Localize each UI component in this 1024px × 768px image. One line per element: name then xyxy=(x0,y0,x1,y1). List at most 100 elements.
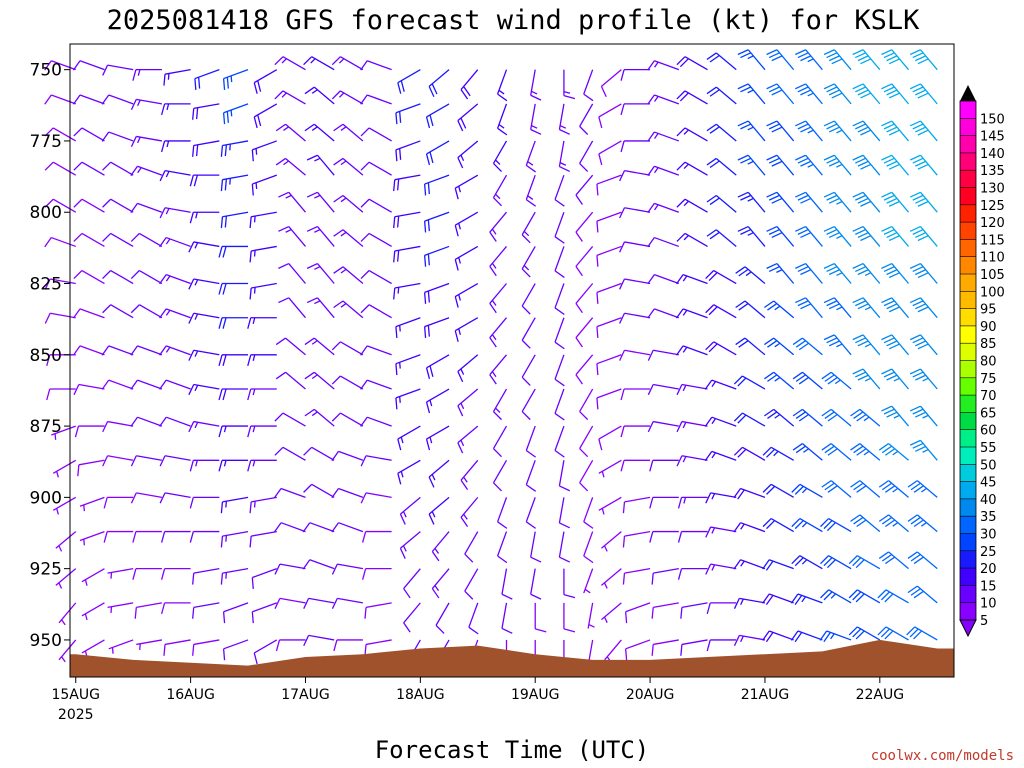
wind-barb xyxy=(766,154,795,176)
wind-barb xyxy=(878,480,909,498)
wind-barb xyxy=(73,232,105,248)
wind-barb xyxy=(247,425,277,438)
wind-barb xyxy=(218,425,249,438)
colorbar-swatch xyxy=(960,412,976,430)
wind-barb xyxy=(878,443,909,461)
wind-barb xyxy=(706,123,737,142)
chart-title: 2025081418 GFS forecast wind profile (kt… xyxy=(107,5,921,36)
colorbar-swatch xyxy=(960,101,976,119)
colorbar-label: 65 xyxy=(980,406,997,421)
wind-barb xyxy=(791,555,823,570)
wind-barb xyxy=(489,283,507,314)
wind-barb xyxy=(907,551,938,570)
wind-barb xyxy=(464,531,479,563)
wind-barb xyxy=(790,630,823,643)
wind-barb xyxy=(764,371,795,390)
wind-barb xyxy=(423,245,450,267)
wind-barb xyxy=(44,94,76,105)
wind-barb xyxy=(619,312,651,324)
wind-barb xyxy=(454,245,479,271)
wind-barb xyxy=(81,568,105,586)
colorbar-label: 5 xyxy=(980,614,988,629)
colorbar-swatch xyxy=(960,204,976,223)
wind-barb xyxy=(395,388,421,410)
wind-barb xyxy=(52,459,77,478)
wind-barb xyxy=(188,420,220,433)
wind-barb xyxy=(496,531,508,564)
wind-barb xyxy=(222,602,249,624)
wind-barb xyxy=(579,459,594,492)
wind-barb xyxy=(848,589,881,604)
wind-barb xyxy=(102,161,134,176)
wind-barb xyxy=(676,56,708,71)
wind-barb xyxy=(77,459,105,477)
wind-barb xyxy=(575,211,594,242)
wind-barb xyxy=(302,559,335,570)
wind-barb xyxy=(103,530,134,543)
wind-barb xyxy=(575,283,594,314)
colorbar-swatch xyxy=(960,170,976,188)
wind-barb xyxy=(706,86,737,105)
wind-barb xyxy=(192,140,220,157)
wind-barb xyxy=(850,480,881,498)
wind-barb xyxy=(821,480,852,498)
wind-barb xyxy=(73,383,105,396)
wind-barb xyxy=(525,140,537,173)
credit-link[interactable]: coolwx.com/models xyxy=(871,748,1014,764)
wind-barb xyxy=(360,198,392,213)
wind-barb xyxy=(393,245,421,263)
colorbar-swatch xyxy=(960,429,976,448)
wind-barb xyxy=(554,354,565,387)
colorbar-label: 85 xyxy=(980,337,997,352)
wind-barb xyxy=(766,120,795,142)
wind-barb xyxy=(218,388,249,401)
wind-barb xyxy=(58,639,77,663)
wind-barb xyxy=(909,368,938,390)
colorbar-label: 140 xyxy=(980,147,1005,162)
wind-barb xyxy=(737,191,766,213)
wind-barb xyxy=(44,127,77,142)
wind-barb xyxy=(601,568,622,589)
wind-barb xyxy=(304,337,335,356)
wind-barb xyxy=(55,531,77,552)
wind-barb xyxy=(101,131,134,142)
colorbar-label: 75 xyxy=(980,372,997,387)
wind-barb xyxy=(58,602,77,626)
colorbar-swatch xyxy=(960,377,976,396)
wind-barb xyxy=(675,308,708,319)
wind-barb xyxy=(274,563,306,575)
wind-barb xyxy=(360,304,392,319)
wind-barb xyxy=(676,127,708,142)
wind-barb xyxy=(705,341,737,356)
wind-barb xyxy=(425,140,450,166)
wind-barb xyxy=(423,282,450,304)
wind-barb xyxy=(558,103,571,135)
wind-barb xyxy=(81,602,105,621)
wind-barb xyxy=(275,337,306,356)
wind-barb xyxy=(44,161,77,176)
wind-barb xyxy=(102,198,134,213)
wind-barb xyxy=(395,354,421,376)
wind-barb xyxy=(159,274,191,285)
wind-barb xyxy=(596,354,622,376)
wind-barb xyxy=(218,459,249,472)
wind-barb xyxy=(737,154,766,176)
wind-barb xyxy=(649,496,679,509)
wind-barb xyxy=(706,194,737,213)
wind-barb xyxy=(360,60,392,71)
wind-barb xyxy=(72,308,105,319)
wind-barb xyxy=(737,83,766,105)
wind-barb xyxy=(823,49,852,71)
wind-barb xyxy=(253,103,278,129)
wind-barb xyxy=(303,446,335,461)
colorbar-label: 145 xyxy=(980,130,1005,145)
wind-barb xyxy=(704,416,737,427)
wind-barb xyxy=(823,83,852,105)
x-tick-label: 21AUG xyxy=(741,687,790,703)
plot-frame xyxy=(69,43,955,678)
colorbar-swatch xyxy=(960,602,976,621)
wind-barb xyxy=(251,568,277,589)
wind-barb xyxy=(425,388,450,414)
wind-barb xyxy=(431,531,450,562)
wind-barb xyxy=(159,236,191,248)
